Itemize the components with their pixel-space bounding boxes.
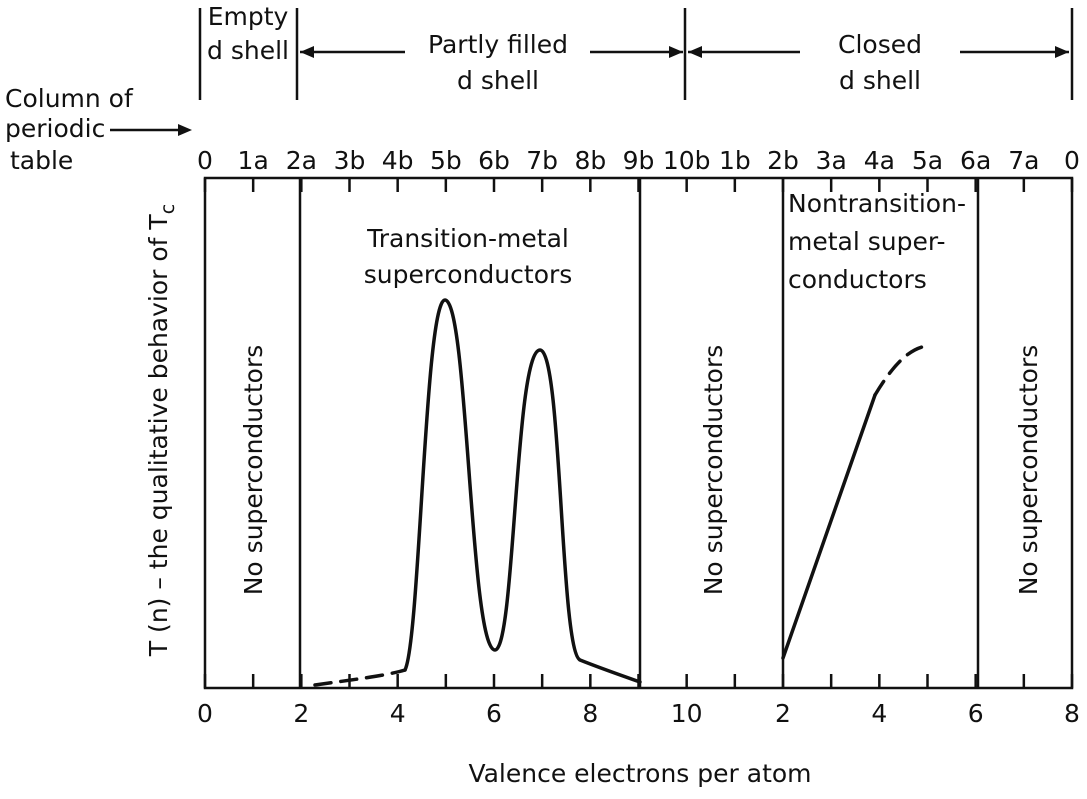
region-text: conductors (788, 265, 927, 294)
curve-dashed (313, 668, 407, 687)
column-label: periodic (5, 114, 105, 143)
column-tick-label: 7b (526, 146, 558, 175)
region-text: No superconductors (1014, 345, 1043, 596)
group-line1: Empty (208, 2, 289, 31)
region-text: Transition-metal (366, 224, 569, 253)
column-tick-label: 0 (1064, 146, 1080, 175)
column-tick-label: 2a (286, 146, 317, 175)
x-tick-label: 8 (582, 699, 598, 728)
x-tick-label: 10 (671, 699, 703, 728)
group-line2: d shell (457, 66, 539, 95)
region-text: metal super- (788, 227, 946, 256)
column-tick-label: 3b (334, 146, 366, 175)
y-axis-text: T (n) – the qualitative behavior of Tc (144, 204, 179, 657)
region-text: Nontransition- (788, 189, 966, 218)
column-label: Column of (5, 84, 134, 113)
column-tick-label: 0 (197, 146, 213, 175)
group-line1: Partly filled (428, 30, 568, 59)
x-tick-label: 0 (197, 699, 213, 728)
x-tick-label: 2 (775, 699, 791, 728)
column-tick-label: 4b (382, 146, 414, 175)
group-line2: d shell (207, 36, 289, 65)
header-lines (110, 8, 1074, 136)
region-text: No superconductors (699, 345, 728, 596)
column-tick-label: 5b (430, 146, 462, 175)
region-dividers (298, 178, 980, 688)
column-tick-label: 6b (478, 146, 510, 175)
x-axis-label: Valence electrons per atom (468, 759, 811, 788)
curve-dashed (873, 345, 924, 397)
column-tick-label: 8b (574, 146, 606, 175)
column-label: table (10, 146, 73, 175)
group-line1: Closed (838, 30, 922, 59)
region-text: No superconductors (239, 345, 268, 596)
x-tick-label: 8 (1064, 699, 1080, 728)
column-tick-label: 9b (623, 146, 655, 175)
column-tick-label: 10b (663, 146, 711, 175)
column-tick-label: 4a (864, 146, 895, 175)
x-tick-label: 4 (871, 699, 887, 728)
nontransition-curve (781, 393, 877, 660)
region-text: superconductors (364, 260, 573, 289)
column-tick-label: 2b (767, 146, 799, 175)
x-tick-label: 2 (293, 699, 309, 728)
x-tick-label: 4 (390, 699, 406, 728)
transition-curve (403, 298, 642, 684)
column-tick-label: 1b (719, 146, 751, 175)
column-tick-label: 1a (238, 146, 269, 175)
column-tick-label: 7a (1008, 146, 1039, 175)
x-tick-label: 6 (486, 699, 502, 728)
column-tick-label: 3a (816, 146, 847, 175)
group-line2: d shell (839, 66, 921, 95)
column-tick-label: 5a (912, 146, 943, 175)
x-tick-label: 6 (968, 699, 984, 728)
column-tick-label: 6a (960, 146, 991, 175)
y-axis-label: T (n) – the qualitative behavior of Tc (144, 204, 179, 657)
